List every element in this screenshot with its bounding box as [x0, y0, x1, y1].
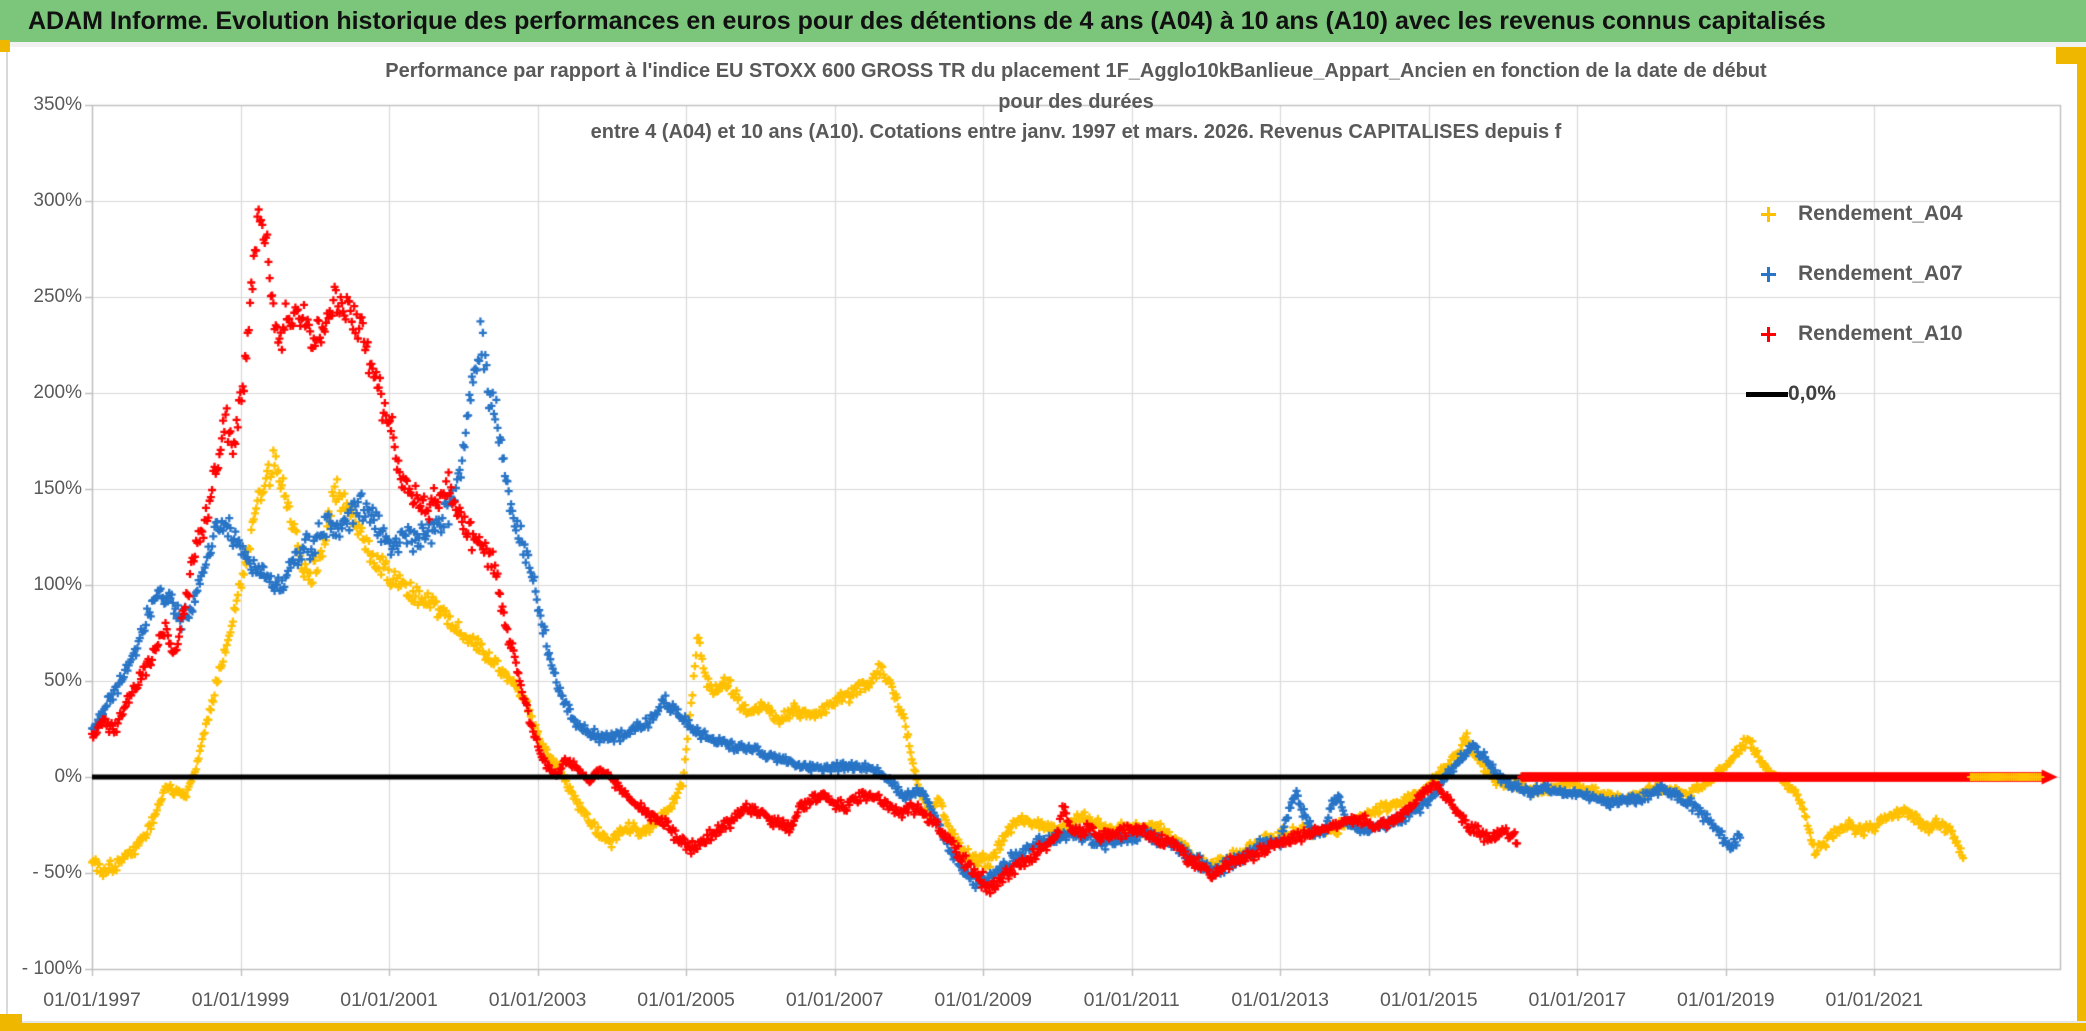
legend-item-rendement_a07[interactable]: Rendement_A07 — [1746, 244, 2076, 304]
chart-title-line-1: Performance par rapport à l'indice EU ST… — [385, 60, 1767, 82]
y-axis-tick-label: 350% — [33, 94, 82, 115]
chart-title-line-2: pour des durées — [998, 91, 1154, 113]
x-axis-tick-label: 01/01/2003 — [488, 989, 587, 1011]
legend-item-rendement_a04[interactable]: Rendement_A04 — [1746, 184, 2076, 244]
gold-border-bottom-left — [0, 1014, 22, 1031]
bottom-divider — [0, 1021, 2086, 1023]
legend-label: Rendement_A10 — [1798, 322, 1963, 345]
x-axis-tick-label: 01/01/1999 — [191, 989, 290, 1011]
x-axis-tick-label: 01/01/2001 — [340, 989, 438, 1011]
legend-label: Rendement_A07 — [1798, 262, 1963, 285]
legend-label: 0,0% — [1788, 382, 1836, 405]
x-axis-tick-label: 01/01/1997 — [43, 989, 141, 1011]
x-axis-tick-label: 01/01/2009 — [934, 989, 1032, 1011]
gold-border-right — [2077, 47, 2086, 1031]
x-axis-tick-label: 01/01/2011 — [1083, 989, 1180, 1011]
gold-border-corner — [2056, 47, 2086, 64]
y-axis-tick-label: 50% — [43, 670, 82, 691]
plus-marker-icon — [1760, 266, 1776, 282]
gold-border-bottom — [0, 1023, 2086, 1031]
y-axis-tick-label: 150% — [33, 478, 82, 499]
y-axis-tick-label: 300% — [33, 190, 82, 211]
y-axis-tick-label: - 50% — [32, 862, 82, 883]
plus-marker-icon — [1760, 206, 1776, 222]
chart-title-line-3: entre 4 (A04) et 10 ans (A10). Cotations… — [590, 121, 1562, 143]
x-axis-tick-label: 01/01/2019 — [1676, 989, 1775, 1011]
x-axis-tick-label: 01/01/2007 — [785, 989, 884, 1011]
gold-border-top-left — [0, 40, 10, 52]
y-axis-tick-label: - 100% — [21, 958, 82, 979]
x-axis-tick-label: 01/01/2015 — [1379, 989, 1478, 1011]
baseline-line-icon — [1746, 391, 1788, 397]
legend-item-baseline[interactable]: 0,0% — [1746, 364, 2076, 424]
y-axis-tick-label: 200% — [33, 382, 82, 403]
y-axis-tick-label: 0% — [54, 766, 82, 787]
legend-label: Rendement_A04 — [1798, 202, 1963, 225]
x-axis-tick-label: 01/01/2005 — [637, 989, 735, 1011]
x-axis-tick-label: 01/01/2021 — [1825, 989, 1924, 1011]
chart-legend: Rendement_A04 Rendement_A07 Rendement_A10 0… — [1746, 184, 2076, 424]
legend-item-rendement_a10[interactable]: Rendement_A10 — [1746, 304, 2076, 364]
x-axis-tick-label: 01/01/2013 — [1231, 989, 1330, 1011]
plus-marker-icon — [1760, 326, 1776, 342]
y-axis-tick-label: 250% — [33, 286, 82, 307]
x-axis-tick-label: 01/01/2017 — [1528, 989, 1627, 1011]
y-axis-tick-label: 100% — [33, 574, 82, 595]
